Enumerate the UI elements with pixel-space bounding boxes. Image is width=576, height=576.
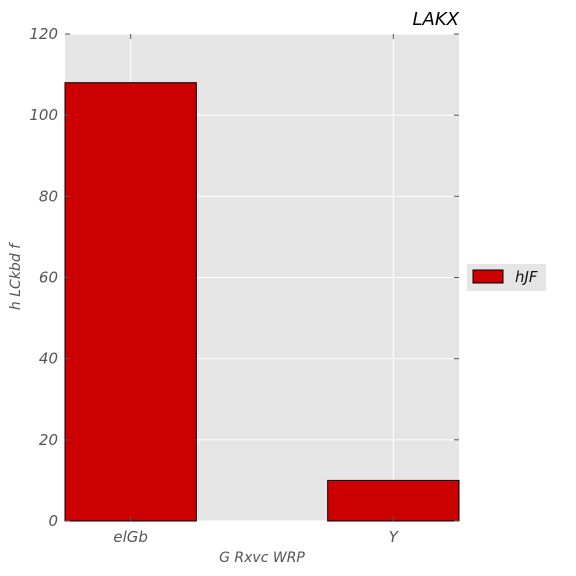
x-tick-labels: elGb Y [113, 528, 399, 546]
legend-label: hJF [515, 268, 538, 286]
x-tick-label: elGb [113, 528, 148, 546]
legend: hJF [467, 264, 546, 291]
x-axis-label: G Rxvc WRP [219, 550, 305, 566]
chart-title: LAKX [413, 9, 460, 30]
bar-Y [327, 479, 460, 522]
y-tick-label: 20 [39, 431, 58, 449]
y-tick-labels: 0 20 40 60 80 100 120 [29, 25, 58, 530]
y-tick-label: 0 [48, 512, 58, 530]
bar-elGb [64, 82, 197, 522]
x-tick-label: Y [389, 528, 400, 546]
y-tick-label: 80 [39, 187, 58, 205]
legend-swatch [472, 269, 504, 284]
tick-marks [65, 33, 459, 522]
y-tick-label: 100 [29, 106, 58, 124]
bars [64, 82, 460, 522]
y-tick-label: 40 [39, 350, 58, 368]
y-axis-label: h LCkbd f [8, 242, 24, 310]
y-tick-label: 60 [39, 269, 58, 287]
y-tick-label: 120 [29, 25, 58, 43]
